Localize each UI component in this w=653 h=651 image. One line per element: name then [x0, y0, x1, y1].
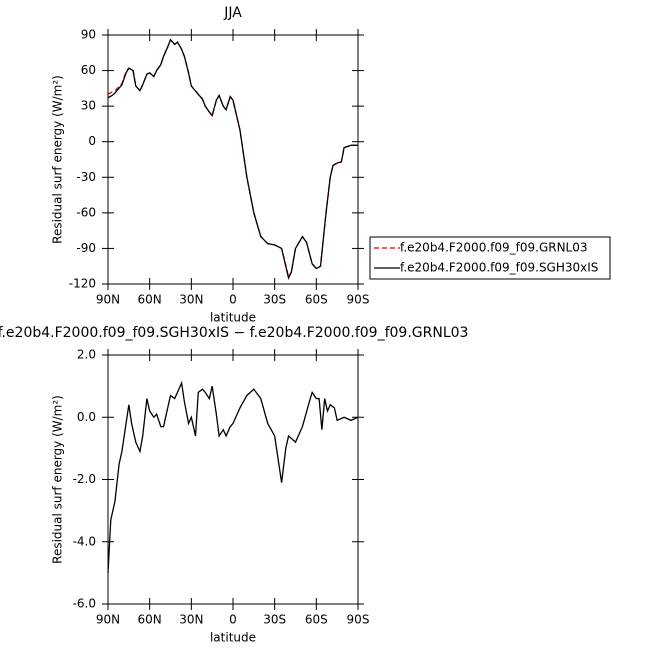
y-tick-label: -120 — [69, 277, 96, 291]
line-series — [107, 380, 359, 573]
x-tick-label: 90S — [347, 293, 370, 307]
y-tick-label: 0.0 — [77, 410, 96, 424]
x-tick-label: 30N — [179, 293, 203, 307]
x-tick-label: 30N — [179, 613, 203, 627]
y-tick-label: -4.0 — [73, 534, 96, 548]
legend-label: f.e20b4.F2000.f09_f09.GRNL03 — [400, 241, 588, 255]
line-series — [107, 38, 358, 281]
y-tick-label: 0 — [88, 134, 96, 148]
x-tick-label: 0 — [229, 613, 237, 627]
x-tick-label: 0 — [229, 293, 237, 307]
x-tick-label: 60S — [305, 293, 328, 307]
plot-frame — [107, 34, 359, 285]
x-tick-label: 60S — [305, 613, 328, 627]
legend-label: f.e20b4.F2000.f09_f09.SGH30xIS — [400, 261, 598, 275]
y-axis-label: Residual surf energy (W/m²) — [51, 395, 65, 564]
x-tick-label: 60N — [138, 613, 162, 627]
y-tick-label: -6.0 — [73, 597, 96, 611]
x-axis-label: latitude — [210, 311, 256, 325]
y-tick-label: 90 — [81, 28, 96, 42]
x-axis-label: latitude — [210, 631, 256, 645]
x-tick-label: 90N — [96, 613, 120, 627]
x-tick-label: 30S — [263, 293, 286, 307]
y-tick-label: 60 — [81, 63, 96, 77]
chart-title: JJA — [223, 5, 242, 21]
y-tick-label: -90 — [76, 241, 96, 255]
y-axis-label: Residual surf energy (W/m²) — [51, 75, 65, 244]
y-tick-label: 30 — [81, 99, 96, 113]
line-series — [107, 38, 358, 279]
plot-frame — [107, 354, 359, 605]
x-tick-label: 90S — [347, 613, 370, 627]
x-tick-label: 90N — [96, 293, 120, 307]
x-tick-label: 30S — [263, 613, 286, 627]
legend-box — [369, 236, 611, 280]
x-tick-label: 60N — [138, 293, 162, 307]
y-tick-label: -60 — [76, 205, 96, 219]
y-tick-label: -30 — [76, 170, 96, 184]
chart-title: f.e20b4.F2000.f09_f09.SGH30xIS − f.e20b4… — [0, 325, 468, 341]
y-tick-label: 2.0 — [77, 348, 96, 362]
y-tick-label: -2.0 — [73, 472, 96, 486]
